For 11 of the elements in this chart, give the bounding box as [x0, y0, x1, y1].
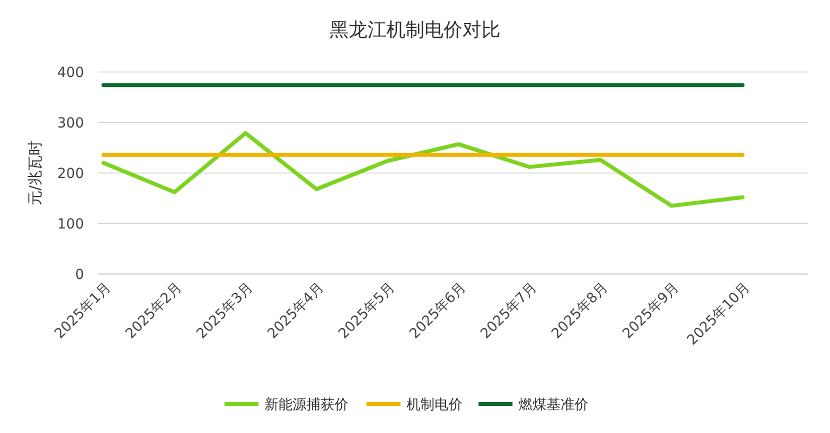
legend-label: 燃煤基准价 [518, 397, 588, 413]
legend-label: 新能源捕获价 [264, 397, 348, 413]
y-tick-label: 0 [75, 267, 84, 283]
legend-label: 机制电价 [406, 397, 462, 413]
y-tick-label: 100 [57, 216, 84, 232]
chart-title: 黑龙江机制电价对比 [330, 19, 500, 41]
y-tick-label: 200 [57, 166, 84, 182]
y-tick-label: 400 [57, 65, 84, 81]
y-axis-title: 元/兆瓦时 [26, 140, 44, 206]
line-series [102, 131, 744, 208]
y-tick-label: 300 [57, 116, 84, 132]
